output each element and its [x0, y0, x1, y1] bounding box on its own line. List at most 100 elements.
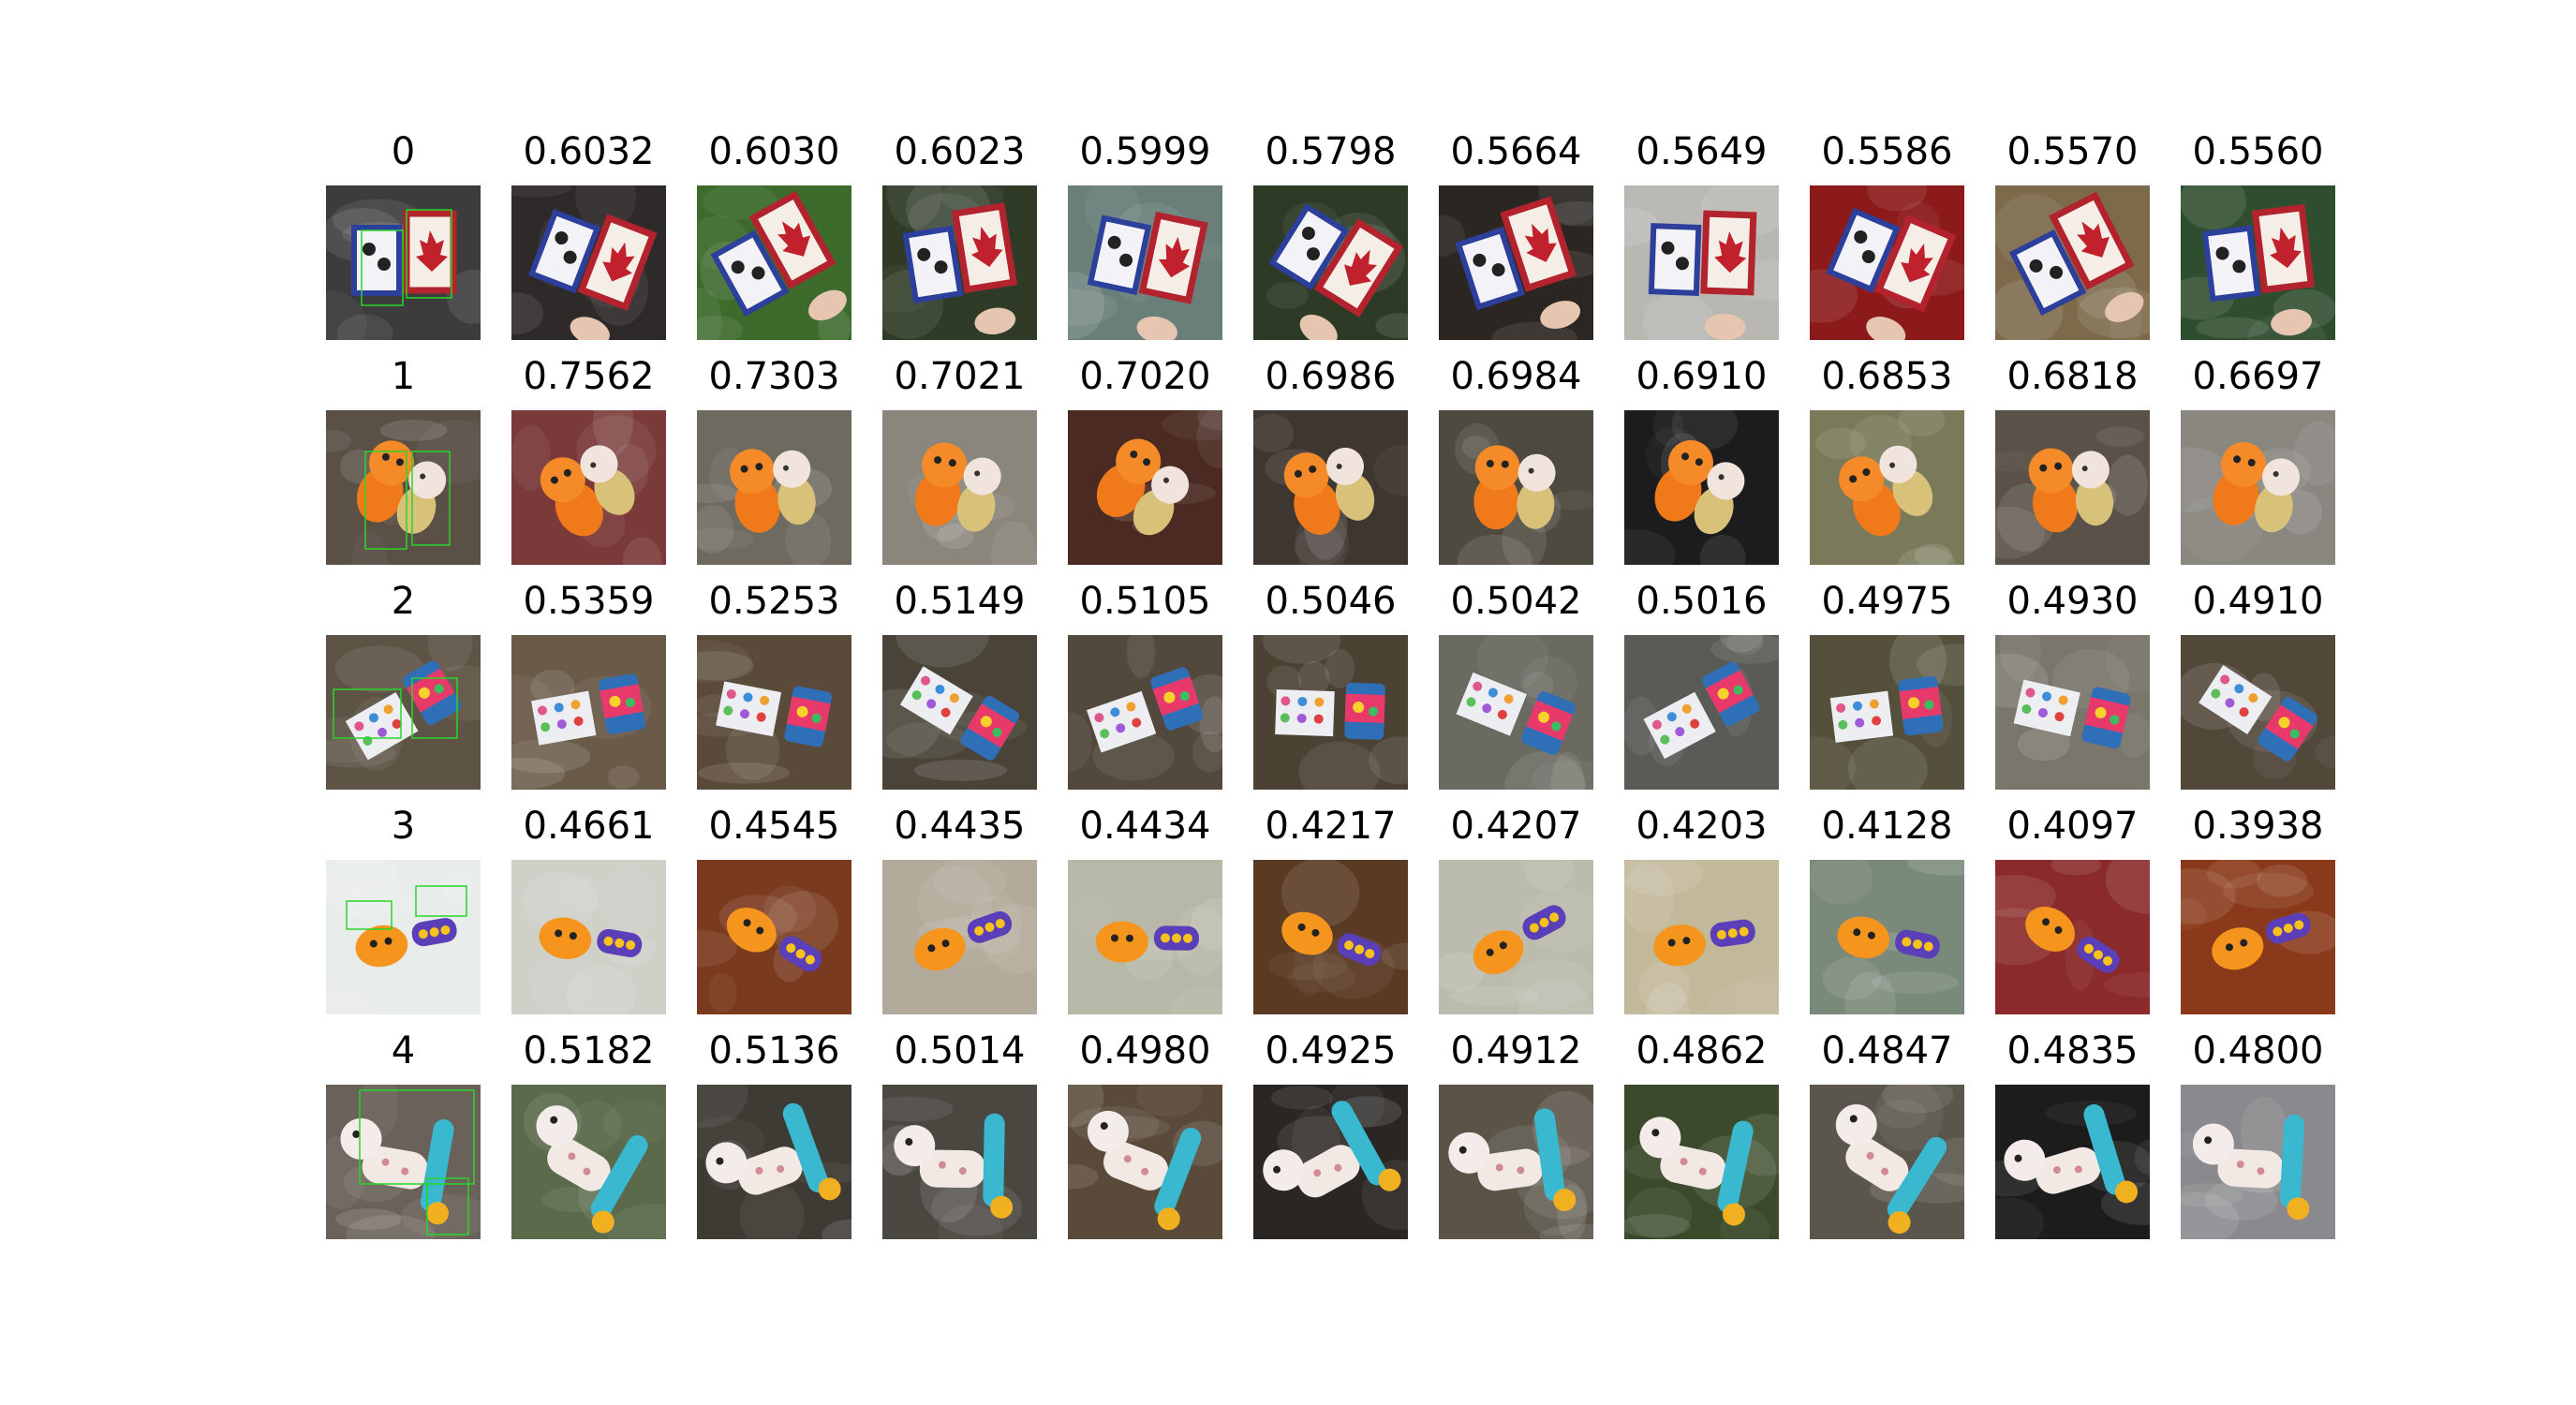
remote-button: [429, 927, 439, 938]
similarity-score-label: 0.6032: [523, 130, 655, 173]
figure-eye: [934, 456, 942, 465]
can-label-mark: [2289, 729, 2300, 739]
panda-card: [1268, 202, 1350, 290]
match-cell: 0.6023: [882, 129, 1037, 354]
match-image: [1439, 410, 1593, 565]
can-label: [1705, 670, 1754, 714]
giraffe-body: [2035, 1146, 2101, 1194]
can-label-mark: [811, 713, 822, 723]
texture-blob: [1287, 962, 1356, 994]
small-figure: [425, 1202, 449, 1225]
blue-ring: [1154, 1127, 1202, 1217]
photo-thumbnail: [1253, 860, 1408, 1014]
subject-group: [540, 445, 635, 537]
sticker-dot: [726, 689, 736, 700]
texture-blob: [1518, 978, 1593, 1014]
photo-thumbnail: [1995, 860, 2150, 1014]
similarity-score-label: 0.5136: [708, 1029, 840, 1072]
photo-thumbnail: [1810, 410, 1964, 565]
toy-eye: [2225, 943, 2233, 952]
subject-group: [1648, 210, 1757, 340]
match-image: [2181, 1085, 2335, 1239]
match-cell: 0.4661: [511, 804, 666, 1028]
orange-figure-head: [922, 442, 968, 488]
cream-figure-head: [580, 445, 618, 483]
giraffe-spot: [755, 1166, 763, 1175]
toy-eye: [1110, 934, 1118, 942]
remote-button: [440, 924, 451, 935]
cream-figure-head: [1879, 445, 1917, 483]
texture-blob: [1270, 1086, 1333, 1110]
photo-thumbnail: [697, 860, 851, 1014]
similarity-score-label: 0.5586: [1821, 130, 1953, 173]
match-cell: 0.7303: [697, 354, 851, 579]
match-cell: 0.5182: [511, 1028, 666, 1253]
blue-ring: [1887, 1136, 1947, 1220]
panda-card: [1826, 207, 1901, 293]
giraffe-spot: [381, 1158, 390, 1166]
match-image: [1068, 1085, 1222, 1239]
detection-box: [364, 451, 407, 550]
giraffe-head: [1639, 1117, 1681, 1159]
match-cell: 0.5798: [1253, 129, 1408, 354]
texture-blob: [541, 1186, 605, 1213]
texture-blob: [351, 529, 388, 565]
subject-group: [894, 1113, 1014, 1219]
orange-toy: [1095, 921, 1148, 963]
toy-eye: [1486, 948, 1494, 956]
query-index-label: 3: [391, 805, 416, 848]
texture-blob: [1624, 864, 1675, 934]
can-label: [967, 703, 1016, 748]
sticker-dot: [1094, 713, 1104, 723]
can-label: [406, 668, 455, 713]
texture-blob: [697, 315, 743, 340]
small-figure: [2287, 1197, 2310, 1220]
texture-blob: [607, 1204, 666, 1239]
texture-blob: [569, 1100, 622, 1153]
texture-blob: [725, 720, 780, 780]
subject-group: [1455, 196, 1581, 329]
match-cell: 0.5016: [1624, 579, 1779, 804]
sticker-dot: [1132, 717, 1142, 728]
panda-eye: [1491, 263, 1505, 277]
sticker-dot: [1681, 703, 1692, 714]
sticker-dot: [2021, 703, 2032, 714]
match-cell: 0.6697: [2181, 354, 2335, 579]
photo-thumbnail: [1624, 1085, 1779, 1239]
texture-blob: [511, 424, 551, 491]
similarity-score-label: 0.4217: [1265, 805, 1397, 848]
photo-thumbnail: [882, 635, 1037, 790]
texture-blob: [1995, 1197, 2044, 1239]
giraffe-spot: [1141, 1167, 1149, 1176]
texture-blob: [785, 510, 832, 565]
small-figure: [1723, 1203, 1746, 1226]
texture-blob: [1439, 952, 1485, 992]
giraffe-eye: [2014, 1154, 2022, 1162]
remote-button: [1902, 937, 1912, 947]
match-image: [1624, 860, 1779, 1014]
similarity-score-label: 0.5046: [1265, 580, 1397, 623]
subject-group: [1096, 438, 1190, 536]
texture-blob: [2103, 972, 2150, 998]
similarity-score-label: 0.5149: [894, 580, 1026, 623]
similarity-score-label: 0.5649: [1636, 130, 1768, 173]
sticker-dot: [1116, 723, 1126, 733]
subject-group: [1826, 207, 1957, 340]
can-label-mark: [1353, 702, 1365, 714]
match-image: [1253, 185, 1408, 340]
photo-thumbnail: [1624, 185, 1779, 340]
giraffe-head: [536, 1105, 578, 1147]
photo-thumbnail: [1810, 1085, 1964, 1239]
texture-blob: [1726, 635, 1764, 656]
texture-blob: [2257, 864, 2308, 897]
sticker-dot: [392, 718, 402, 729]
figure-eye: [1862, 468, 1871, 477]
match-image: [1624, 1085, 1779, 1239]
sticker-dot: [2234, 684, 2244, 694]
can-label: [1152, 676, 1200, 717]
subject-group: [345, 660, 462, 761]
texture-blob: [697, 640, 752, 683]
figure-eye: [1309, 465, 1317, 473]
subject-group: [1087, 211, 1208, 340]
photo-background: [1624, 410, 1779, 565]
